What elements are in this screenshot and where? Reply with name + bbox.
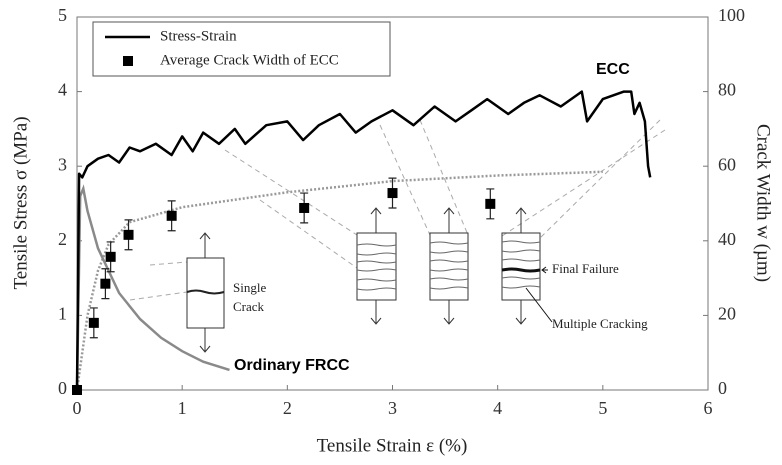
x-tick-label: 3 — [388, 398, 397, 418]
single-crack-line: Single — [233, 280, 266, 295]
frcc-curve — [77, 189, 230, 390]
ecc-label: ECC — [596, 61, 630, 78]
single-crack-line: Crack — [233, 299, 265, 314]
stress-strain-line — [77, 92, 650, 390]
x-tick-label: 1 — [178, 398, 187, 418]
y-tick-label: 4 — [58, 80, 67, 100]
crack-width-marker — [485, 199, 495, 209]
y-tick-label: 1 — [58, 304, 67, 324]
y-tick-label: 5 — [58, 5, 67, 25]
y-axis-label: Tensile Stress σ (MPa) — [10, 116, 31, 289]
legend: Stress-Strain Average Crack Width of ECC — [93, 22, 390, 76]
x-tick-label: 6 — [704, 398, 713, 418]
crack-width-marker — [106, 252, 116, 262]
y2-tick-label: 60 — [718, 154, 736, 174]
chart: Single Crack Final Failure Multiple Crac… — [0, 0, 782, 465]
x-tick-label: 5 — [598, 398, 607, 418]
crack-width-marker — [299, 203, 309, 213]
crack-width-marker — [388, 188, 398, 198]
crack-width-marker — [100, 279, 110, 289]
y2-axis-label: Crack Width w (µm) — [753, 124, 774, 282]
y-tick-label: 3 — [58, 154, 67, 174]
crack-width-marker — [72, 385, 82, 395]
legend-label: Stress-Strain — [160, 28, 237, 44]
y2-tick-label: 80 — [718, 80, 736, 100]
x-tick-label: 4 — [493, 398, 502, 418]
single-crack-label: Single Crack — [233, 280, 269, 314]
y2-tick-label: 100 — [718, 5, 745, 25]
legend-label: Average Crack Width of ECC — [160, 52, 339, 68]
y-tick-label: 0 — [58, 378, 67, 398]
y-tick-label: 2 — [58, 229, 67, 249]
final-failure-label: Final Failure — [552, 261, 619, 276]
crack-width-marker — [89, 318, 99, 328]
x-tick-label: 2 — [283, 398, 292, 418]
legend-marker — [123, 56, 133, 66]
y2-tick-label: 40 — [718, 229, 736, 249]
y2-tick-label: 20 — [718, 304, 736, 324]
x-tick-label: 0 — [73, 398, 82, 418]
crack-width-marker — [167, 211, 177, 221]
y2-tick-label: 0 — [718, 378, 727, 398]
frcc-label: Ordinary FRCC — [234, 357, 350, 374]
crack-width-marker — [124, 230, 134, 240]
multiple-cracking-label: Multiple Cracking — [552, 316, 648, 331]
x-axis-label: Tensile Strain ε (%) — [317, 435, 468, 456]
